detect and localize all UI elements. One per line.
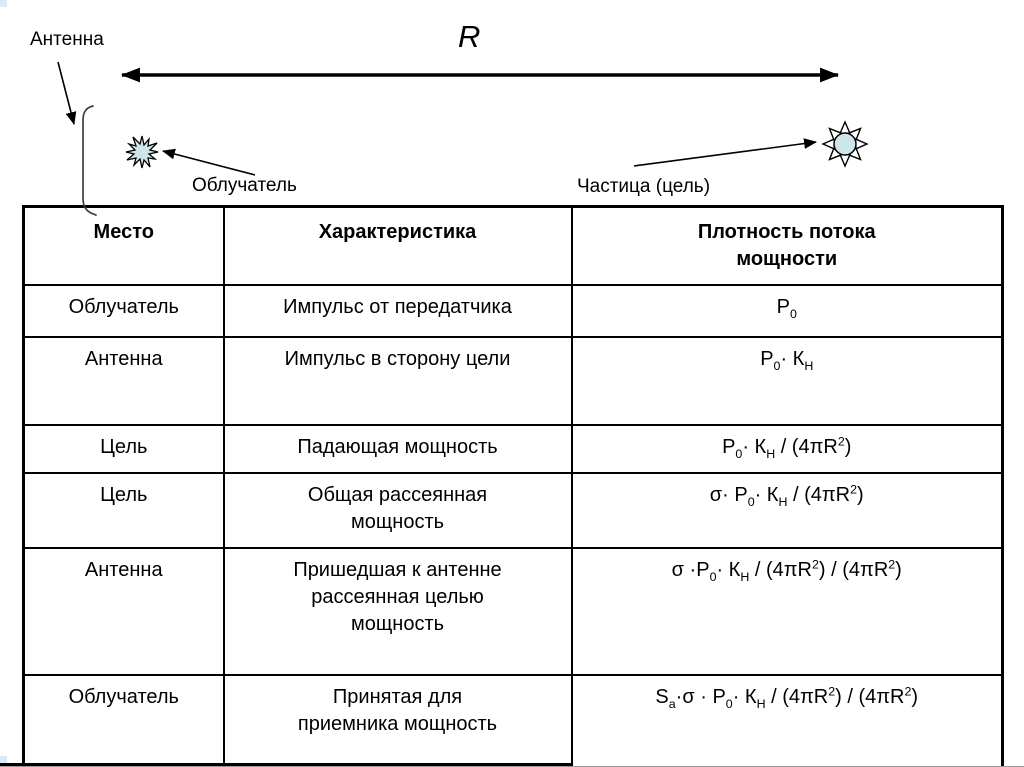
- table-row: Облучатель Импульс от передатчика P0: [22, 283, 1004, 338]
- cell-characteristic: Общая рассеянная мощность: [222, 471, 573, 549]
- feed-pointer-arrow: [161, 148, 256, 176]
- cell-characteristic: Падающая мощность: [222, 423, 573, 474]
- cell-formula: σ ·P0· КН / (4πR2) / (4πR2): [570, 546, 1004, 676]
- cell-characteristic: Импульс в сторону цели: [222, 335, 573, 426]
- target-label: Частица (цель): [577, 176, 711, 197]
- cell-place: Цель: [22, 423, 225, 474]
- cell-place: Облучатель: [22, 673, 225, 767]
- table-row: Цель Падающая мощность P0· КН / (4πR2): [22, 423, 1004, 474]
- cell-formula: P0: [570, 283, 1004, 338]
- cell-characteristic: Импульс от передатчика: [222, 283, 573, 338]
- antenna-bracket-icon: [82, 105, 97, 216]
- diagram-canvas: [57, 61, 869, 216]
- feed-burst-icon: [125, 135, 159, 169]
- cell-formula: P0· КН / (4πR2): [570, 423, 1004, 474]
- table-body: Облучатель Импульс от передатчика P0 Антенн…: [22, 283, 1004, 767]
- cell-place: Цель: [22, 471, 225, 549]
- target-pointer-arrow: [633, 138, 818, 167]
- cell-formula: Sa·σ · P0· КН / (4πR2) / (4πR2): [570, 673, 1004, 767]
- col-header-power-density: Плотность потока мощности: [570, 205, 1004, 286]
- power-flow-table: Место Характеристика Плотность потока мо…: [22, 205, 1004, 767]
- table-row: Цель Общая рассеянная мощность σ· P0· КН /…: [22, 471, 1004, 549]
- target-particle-icon: [821, 120, 869, 168]
- col-header-place: Место: [22, 205, 225, 286]
- col-header-characteristic: Характеристика: [222, 205, 573, 286]
- cell-formula: σ· P0· КН / (4πR2): [570, 471, 1004, 549]
- table-row: Антенна Пришедшая к антенне рассеянная це…: [22, 546, 1004, 676]
- cell-characteristic: Принятая для приемника мощность: [222, 673, 573, 767]
- feed-label: Облучатель: [192, 175, 297, 196]
- cell-place: Облучатель: [22, 283, 225, 338]
- table-header-row: Место Характеристика Плотность потока мо…: [22, 205, 1004, 286]
- range-label: R: [458, 19, 481, 54]
- cell-formula: P0· КН: [570, 335, 1004, 426]
- cell-place: Антенна: [22, 335, 225, 426]
- slide-corner-mark: [0, 756, 7, 763]
- cell-place: Антенна: [22, 546, 225, 676]
- cell-characteristic: Пришедшая к антенне рассеянная целью мощ…: [222, 546, 573, 676]
- table-row: Облучатель Принятая для приемника мощност…: [22, 673, 1004, 767]
- slide-corner-mark: [0, 0, 7, 7]
- antenna-pointer-arrow: [57, 61, 77, 126]
- antenna-label: Антенна: [30, 29, 104, 50]
- table-row: Антенна Импульс в сторону цели P0· КН: [22, 335, 1004, 426]
- table-bottom-edge: [0, 763, 573, 766]
